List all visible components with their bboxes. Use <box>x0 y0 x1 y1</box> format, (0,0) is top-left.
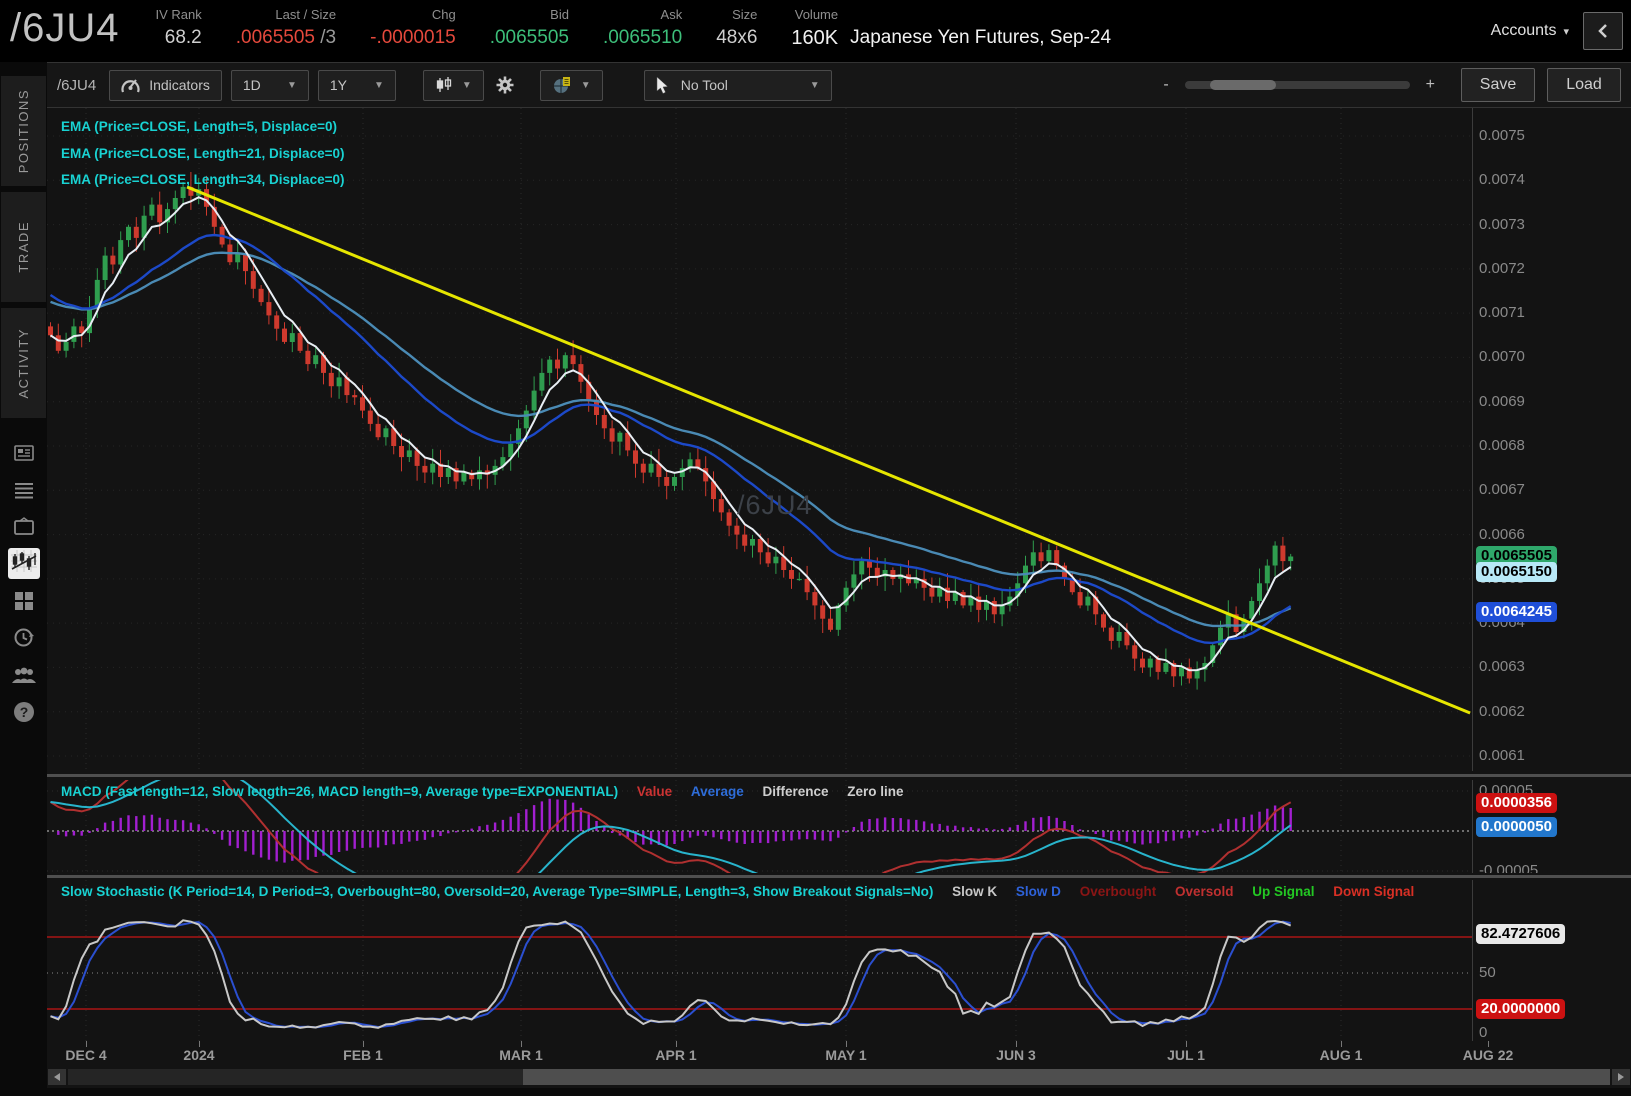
monitor-icon[interactable] <box>0 508 47 545</box>
candlestick-icon <box>435 77 453 93</box>
panel-splitter[interactable] <box>47 771 1631 780</box>
history-icon[interactable] <box>0 619 47 656</box>
sidebar-tab-trade[interactable]: TRADE <box>1 192 46 302</box>
news-icon[interactable] <box>0 434 47 471</box>
stochastic-study-label: Slow Stochastic (K Period=14, D Period=3… <box>61 884 1466 899</box>
chart-symbol-label: /6JU4 <box>57 77 96 94</box>
svg-text:?: ? <box>19 704 28 720</box>
chart-h-scrollbar <box>47 1066 1631 1088</box>
caret-down-icon: ▼ <box>287 80 297 91</box>
indicators-button[interactable]: Indicators <box>109 70 222 101</box>
field-volume: Volume 160K <box>791 7 838 50</box>
drawing-tool-dropdown[interactable]: No Tool ▼ <box>644 70 832 101</box>
chart-icon[interactable] <box>0 545 47 582</box>
macd-study-label: MACD (Fast length=12, Slow length=26, MA… <box>61 784 1466 799</box>
scroll-left-button[interactable] <box>48 1069 66 1085</box>
community-icon[interactable] <box>0 656 47 693</box>
instrument-description: Japanese Yen Futures, Sep-24 <box>850 27 1111 49</box>
list-icon[interactable] <box>0 471 47 508</box>
panel-splitter[interactable] <box>47 873 1631 880</box>
grid-icon[interactable] <box>0 582 47 619</box>
chart-settings-button[interactable] <box>493 70 517 101</box>
chart-type-dropdown[interactable]: ▼ <box>423 70 484 101</box>
pattern-globe-icon <box>552 76 572 94</box>
macd-panel[interactable]: MACD (Fast length=12, Slow length=26, MA… <box>47 780 1631 873</box>
cursor-icon <box>656 77 669 94</box>
candlestick-chart[interactable] <box>47 108 1472 771</box>
field-chg: Chg -.0000015 <box>370 7 456 49</box>
collapse-panel-button[interactable] <box>1583 12 1623 50</box>
scrollbar-thumb[interactable] <box>523 1069 1610 1085</box>
field-last-size: Last / Size .0065505 /3 <box>236 7 336 49</box>
sidebar-tab-activity[interactable]: ACTIVITY <box>1 308 46 418</box>
patterns-dropdown[interactable]: ▼ <box>540 70 603 101</box>
scroll-right-button[interactable] <box>1612 1069 1630 1085</box>
left-sidebar: POSITIONS TRADE ACTIVITY <box>0 62 47 1096</box>
trading-app: /6JU4 IV Rank 68.2 Last / Size .0065505 … <box>0 0 1631 1096</box>
price-chart-panel[interactable]: EMA (Price=CLOSE, Length=5, Displace=0) … <box>47 108 1631 771</box>
save-button[interactable]: Save <box>1461 68 1535 102</box>
zoom-slider[interactable] <box>1185 81 1410 89</box>
gear-icon <box>495 75 515 95</box>
time-axis: DEC 42024FEB 1MAR 1APR 1MAY 1JUN 3JUL 1A… <box>47 1041 1631 1066</box>
zoom-slider-thumb[interactable] <box>1210 80 1276 90</box>
sidebar-tab-positions[interactable]: POSITIONS <box>1 76 46 186</box>
caret-down-icon: ▼ <box>374 80 384 91</box>
zoom-in-button[interactable]: + <box>1422 76 1439 94</box>
quote-header: /6JU4 IV Rank 68.2 Last / Size .0065505 … <box>0 0 1631 62</box>
help-icon[interactable]: ? <box>0 693 47 730</box>
symbol-title: /6JU4 <box>10 6 120 51</box>
caret-down-icon: ▼ <box>581 80 591 91</box>
field-bid: Bid .0065505 <box>490 7 569 49</box>
arrow-right-icon <box>1618 1073 1624 1081</box>
arrow-left-icon <box>54 1073 60 1081</box>
symbol-watermark: /6JU4 <box>737 490 813 521</box>
field-size: Size 48x6 <box>716 7 757 49</box>
range-dropdown[interactable]: 1Y ▼ <box>318 70 396 101</box>
load-button[interactable]: Load <box>1547 68 1621 102</box>
scrollbar-track[interactable] <box>68 1069 1610 1085</box>
field-ask: Ask .0065510 <box>603 7 682 49</box>
chart-toolbar: /6JU4 Indicators 1D ▼ 1Y ▼ ▼ <box>47 63 1631 108</box>
timeframe-dropdown[interactable]: 1D ▼ <box>231 70 309 101</box>
chevron-left-icon <box>1596 23 1610 39</box>
caret-down-icon: ▼ <box>810 80 820 91</box>
field-iv-rank: IV Rank 68.2 <box>156 7 202 49</box>
stochastic-chart[interactable] <box>47 880 1472 1041</box>
gauge-icon <box>121 77 140 94</box>
chevron-down-icon: ▾ <box>1563 25 1569 38</box>
macd-axis[interactable]: 0.00005-0.000050.00003560.0000050 <box>1472 780 1631 873</box>
caret-down-icon: ▼ <box>462 80 472 91</box>
zoom-out-button[interactable]: - <box>1159 76 1172 94</box>
accounts-dropdown[interactable]: Accounts ▾ <box>1491 22 1569 40</box>
stochastic-axis[interactable]: 50082.472760620.0000000 <box>1472 880 1631 1041</box>
ema-study-labels: EMA (Price=CLOSE, Length=5, Displace=0) … <box>61 114 344 194</box>
price-axis[interactable]: 0.00750.00740.00730.00720.00710.00700.00… <box>1472 108 1631 771</box>
stochastic-panel[interactable]: Slow Stochastic (K Period=14, D Period=3… <box>47 880 1631 1041</box>
